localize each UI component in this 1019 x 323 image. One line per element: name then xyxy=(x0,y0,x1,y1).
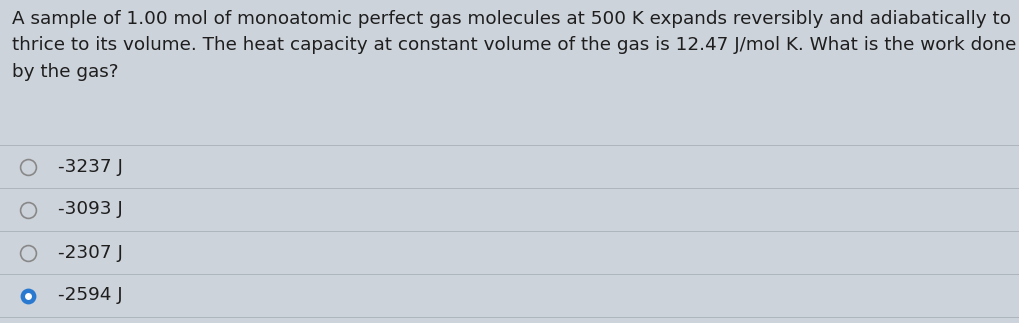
Text: A sample of 1.00 mol of monoatomic perfect gas molecules at 500 K expands revers: A sample of 1.00 mol of monoatomic perfe… xyxy=(12,10,1015,81)
Point xyxy=(19,250,36,255)
Point xyxy=(19,293,36,298)
Text: -2594 J: -2594 J xyxy=(58,287,122,305)
Point xyxy=(19,293,36,298)
Point xyxy=(19,207,36,212)
Point xyxy=(19,164,36,169)
Text: -3237 J: -3237 J xyxy=(58,158,122,175)
Text: -2307 J: -2307 J xyxy=(58,244,122,262)
Text: -3093 J: -3093 J xyxy=(58,201,122,218)
